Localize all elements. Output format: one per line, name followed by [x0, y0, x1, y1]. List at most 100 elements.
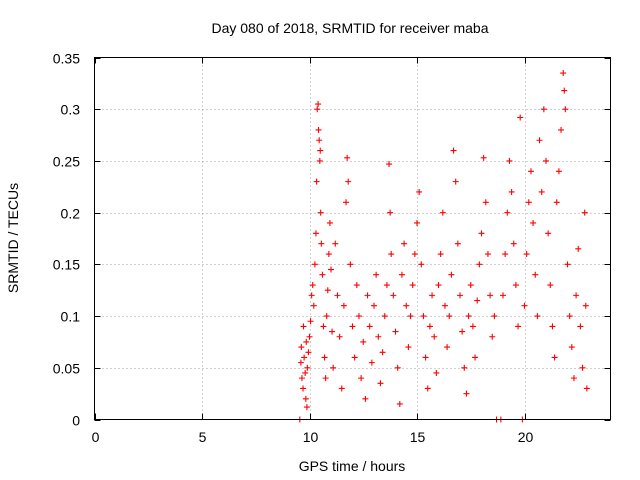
x-axis-label: GPS time / hours	[299, 458, 406, 474]
data-point	[429, 292, 436, 299]
data-point	[329, 328, 336, 335]
data-point	[355, 313, 362, 320]
data-point	[562, 106, 569, 113]
y-tick-label: 0.05	[53, 361, 80, 377]
plot-frame	[94, 57, 611, 420]
data-point	[435, 282, 442, 289]
data-point	[392, 328, 399, 335]
data-point	[364, 292, 371, 299]
data-point	[551, 354, 558, 361]
data-point	[534, 313, 541, 320]
data-point	[303, 338, 310, 345]
data-point	[336, 333, 343, 340]
data-point	[383, 282, 390, 289]
data-point	[478, 230, 485, 237]
axis-ticks	[94, 57, 611, 421]
data-point	[320, 323, 327, 330]
x-tick-labels: 0 5 10 15 20	[92, 429, 534, 445]
data-point	[441, 302, 448, 309]
data-point	[469, 323, 476, 330]
data-point	[476, 261, 483, 268]
data-point	[452, 178, 459, 185]
data-point	[426, 323, 433, 330]
data-point	[319, 271, 326, 278]
data-point	[328, 266, 334, 273]
data-point	[549, 323, 556, 330]
data-point	[454, 240, 461, 247]
data-point	[474, 297, 481, 304]
data-point	[527, 168, 534, 175]
data-point	[316, 137, 323, 144]
data-point	[300, 385, 307, 392]
data-point	[398, 271, 405, 278]
x-tick-label: 20	[518, 429, 534, 445]
x-tick-label: 0	[92, 429, 100, 445]
data-point	[422, 354, 429, 361]
data-point	[396, 400, 403, 407]
data-point	[315, 126, 322, 133]
data-point	[558, 126, 565, 133]
data-point	[388, 251, 395, 258]
data-point	[508, 188, 515, 195]
data-point	[431, 333, 438, 340]
data-point	[444, 344, 451, 351]
data-point	[560, 70, 567, 77]
x-tick-label: 15	[410, 429, 426, 445]
data-point	[302, 395, 309, 402]
data-point	[467, 282, 474, 289]
y-tick-label: 0.2	[61, 206, 81, 222]
data-point	[330, 364, 337, 371]
data-point	[553, 199, 560, 206]
data-point	[373, 271, 380, 278]
data-point	[517, 114, 524, 121]
data-point	[504, 209, 511, 216]
data-point	[414, 219, 420, 226]
data-point	[500, 292, 506, 299]
data-point	[540, 106, 547, 113]
data-point	[418, 261, 425, 268]
data-point	[375, 333, 382, 340]
data-point	[314, 106, 321, 113]
data-point	[309, 282, 316, 289]
data-point	[564, 261, 571, 268]
data-point	[340, 302, 347, 309]
data-point	[506, 157, 513, 164]
y-tick-label: 0	[72, 413, 80, 429]
data-point	[489, 333, 496, 340]
data-point	[368, 359, 375, 366]
data-point	[300, 323, 307, 330]
data-point	[480, 154, 487, 161]
data-point	[582, 302, 589, 309]
data-point	[568, 344, 575, 351]
data-point	[581, 209, 588, 216]
data-point	[459, 328, 466, 335]
data-point	[381, 313, 388, 320]
gridlines	[94, 57, 611, 420]
data-point	[405, 344, 412, 351]
data-point	[316, 157, 323, 164]
data-point	[379, 349, 386, 356]
data-point	[538, 188, 545, 195]
data-point	[303, 404, 310, 411]
data-point	[308, 292, 315, 299]
data-point	[311, 261, 318, 268]
data-point	[322, 375, 329, 382]
data-point	[510, 240, 517, 247]
x-tick-label: 5	[199, 429, 207, 445]
data-point	[345, 178, 352, 185]
data-point	[530, 219, 537, 226]
y-tick-labels: 0 0.05 0.1 0.15 0.2 0.25 0.3 0.35	[53, 51, 80, 429]
data-point	[304, 364, 311, 371]
data-point	[403, 302, 410, 309]
data-point	[463, 390, 470, 397]
data-point	[317, 147, 324, 154]
data-point	[575, 245, 582, 252]
data-point	[439, 209, 446, 216]
data-point	[302, 369, 309, 376]
data-point	[305, 349, 312, 356]
data-point	[416, 188, 423, 195]
data-point	[297, 359, 304, 366]
data-point	[353, 282, 360, 289]
data-point	[411, 251, 418, 258]
